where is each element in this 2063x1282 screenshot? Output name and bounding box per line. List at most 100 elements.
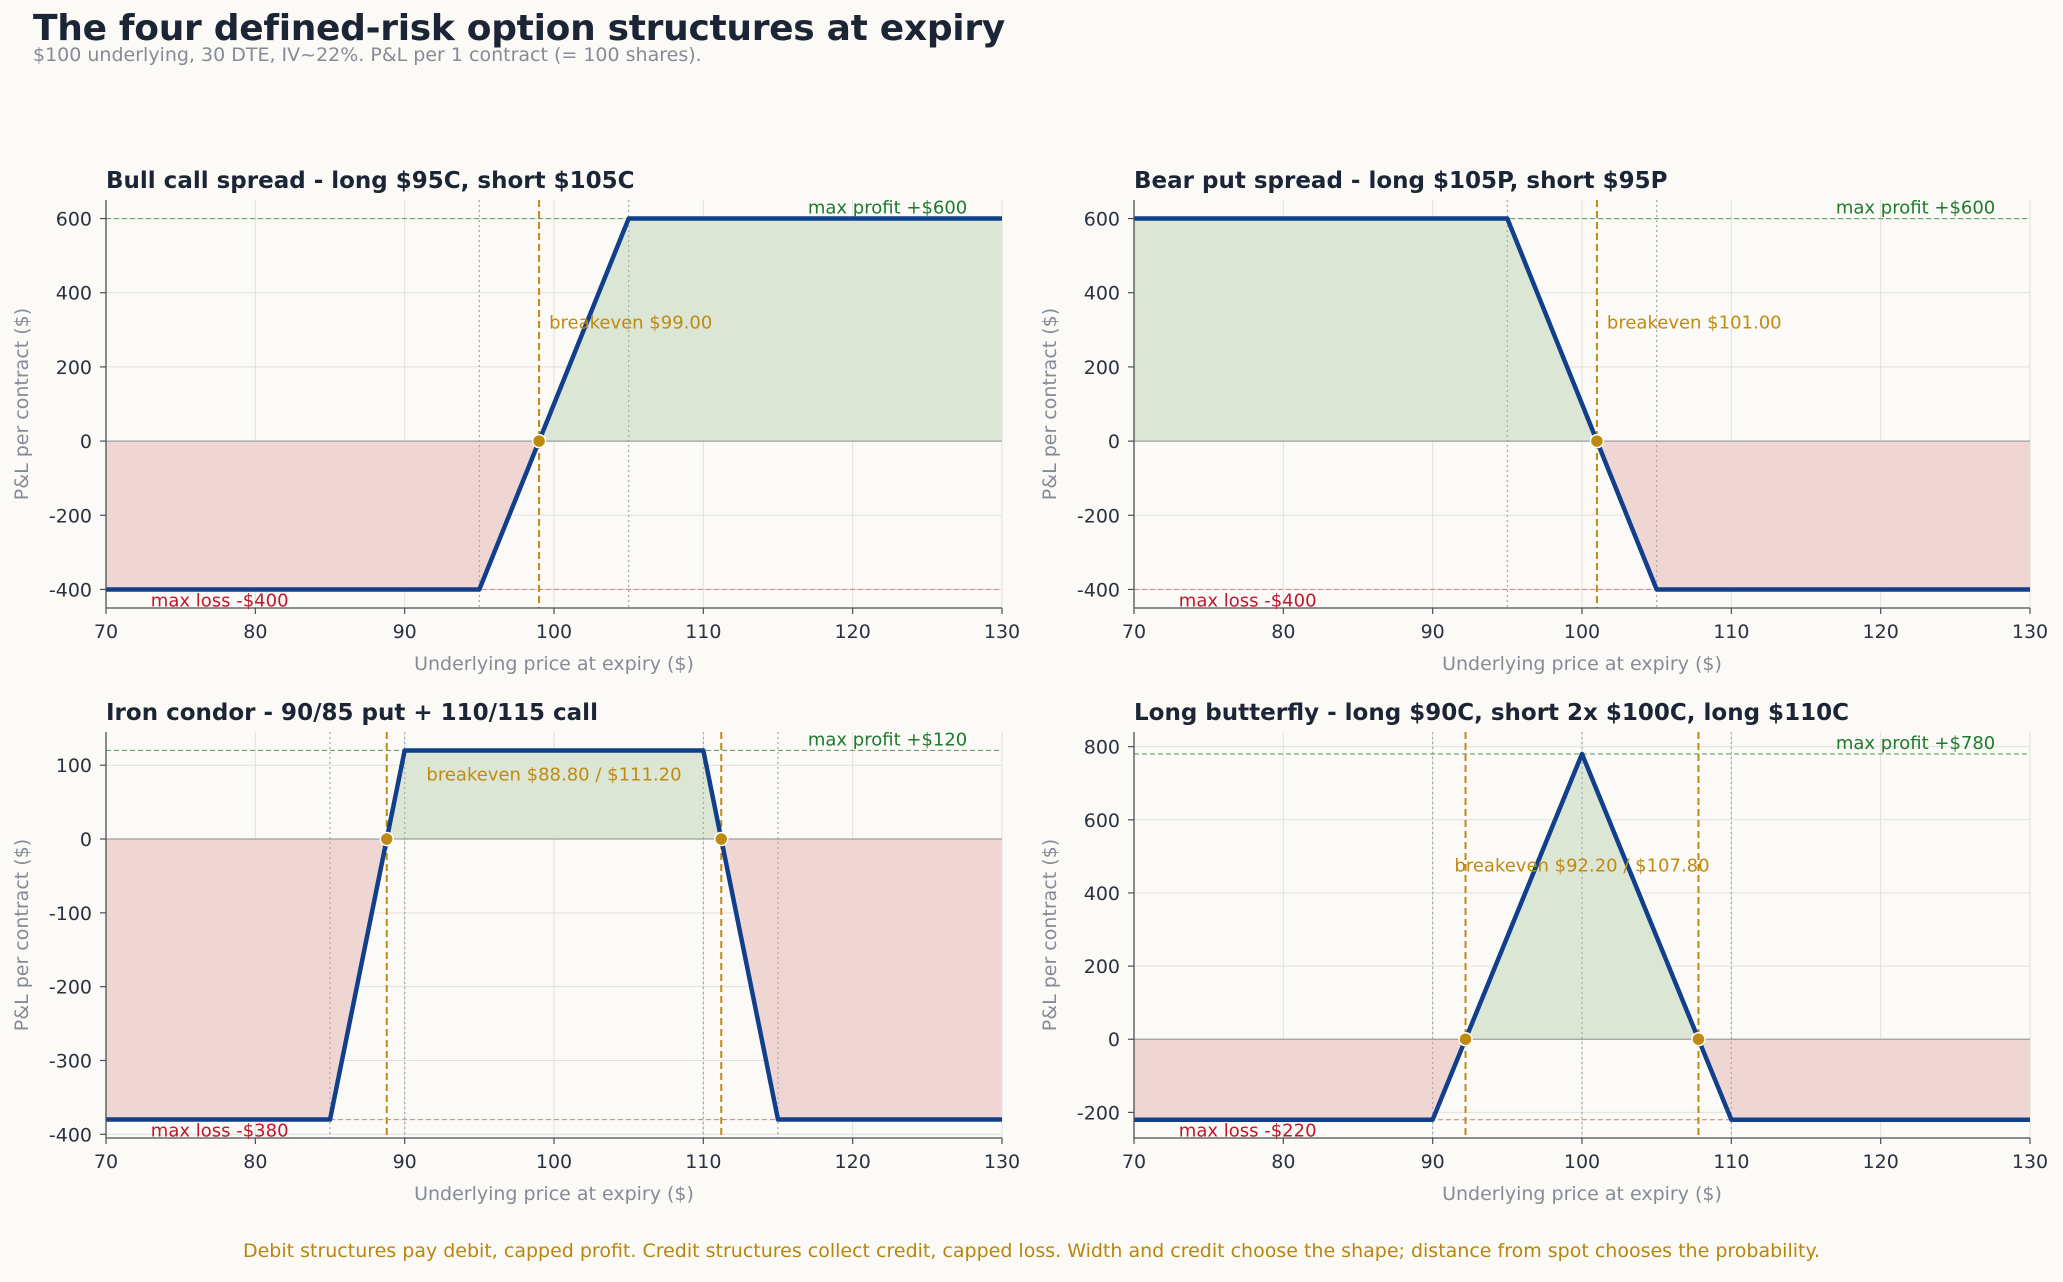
y-tick-label: 0: [1108, 1029, 1120, 1051]
x-tick-label: 70: [94, 1151, 118, 1173]
page-subtitle: $100 underlying, 30 DTE, IV~22%. P&L per…: [33, 44, 702, 66]
x-tick-label: 80: [243, 621, 267, 643]
profit-region: [1465, 753, 1699, 1040]
y-axis-label: P&L per contract ($): [1039, 308, 1061, 500]
profit-region: [1134, 218, 2030, 442]
max-loss-label: max loss -$400: [1179, 590, 1317, 611]
x-axis-label: Underlying price at expiry ($): [1442, 653, 1722, 675]
x-axis-label: Underlying price at expiry ($): [1442, 1183, 1722, 1205]
y-tick-label: 0: [1108, 431, 1120, 453]
y-axis-label: P&L per contract ($): [11, 308, 33, 500]
y-tick-label: 0: [80, 431, 92, 453]
y-axis-label: P&L per contract ($): [1039, 839, 1061, 1031]
max-profit-label: max profit +$600: [808, 198, 967, 219]
y-tick-label: -200: [49, 505, 92, 527]
loss-region: [106, 441, 1002, 590]
loss-region: [1134, 1039, 2030, 1120]
y-tick-label: -400: [1077, 579, 1120, 601]
breakeven-point: [1589, 433, 1605, 449]
loss-region: [106, 839, 1002, 1120]
y-tick-label: 200: [1084, 956, 1120, 978]
page-title: The four defined-risk option structures …: [33, 8, 1005, 49]
y-tick-label: 800: [1084, 737, 1120, 759]
payoff-line: [106, 748, 1002, 1122]
x-tick-label: 110: [1713, 621, 1749, 643]
y-axis-label: P&L per contract ($): [11, 839, 33, 1031]
x-tick-label: 110: [1713, 1151, 1749, 1173]
footer-note: Debit structures pay debit, capped profi…: [242, 1240, 1821, 1262]
y-tick-label: 600: [1084, 209, 1120, 231]
x-axis-label: Underlying price at expiry ($): [414, 1183, 694, 1205]
chart-title: Iron condor - 90/85 put + 110/115 call: [106, 700, 598, 726]
x-tick-label: 110: [685, 621, 721, 643]
y-tick-label: -400: [49, 579, 92, 601]
y-tick-label: -100: [49, 903, 92, 925]
y-tick-label: -200: [1077, 1102, 1120, 1124]
x-tick-label: 80: [1271, 1151, 1295, 1173]
x-axis-label: Underlying price at expiry ($): [414, 653, 694, 675]
breakeven-point: [531, 433, 547, 449]
y-tick-label: 600: [1084, 810, 1120, 832]
breakeven-label: breakeven $99.00: [549, 313, 712, 334]
x-tick-label: 100: [1564, 1151, 1600, 1173]
x-tick-label: 90: [1421, 621, 1445, 643]
max-loss-label: max loss -$220: [1179, 1121, 1317, 1142]
x-tick-label: 110: [685, 1151, 721, 1173]
x-tick-label: 90: [393, 621, 417, 643]
x-tick-label: 100: [536, 1151, 572, 1173]
chart-panel-1: Bull call spread - long $95C, short $105…: [11, 168, 1020, 675]
x-tick-label: 120: [835, 621, 871, 643]
x-tick-label: 70: [1122, 1151, 1146, 1173]
payoff-line: [106, 216, 1002, 592]
chart-panel-2: Bear put spread - long $105P, short $95P…: [1039, 168, 2048, 675]
profit-region: [386, 750, 722, 840]
x-tick-label: 90: [393, 1151, 417, 1173]
x-tick-label: 120: [1863, 1151, 1899, 1173]
x-tick-label: 120: [835, 1151, 871, 1173]
chart-panel-4: Long butterfly - long $90C, short 2x $10…: [1039, 700, 2048, 1205]
max-loss-label: max loss -$380: [151, 1121, 289, 1142]
x-tick-label: 80: [1271, 621, 1295, 643]
breakeven-point: [379, 831, 394, 847]
x-tick-label: 120: [1863, 621, 1899, 643]
y-tick-label: 400: [1084, 283, 1120, 305]
max-profit-label: max profit +$780: [1836, 733, 1995, 754]
x-tick-label: 130: [2012, 1151, 2048, 1173]
y-tick-label: 200: [56, 357, 92, 379]
chart-title: Bear put spread - long $105P, short $95P: [1134, 168, 1667, 194]
payoff-line: [1134, 751, 2030, 1122]
y-tick-label: 400: [56, 283, 92, 305]
breakeven-point: [1691, 1031, 1706, 1047]
loss-region: [1134, 441, 2030, 590]
chart-panel-3: Iron condor - 90/85 put + 110/115 call 70…: [11, 700, 1020, 1205]
x-tick-label: 90: [1421, 1151, 1445, 1173]
x-tick-label: 130: [984, 1151, 1020, 1173]
chart-title: Bull call spread - long $95C, short $105…: [106, 168, 635, 194]
x-tick-label: 80: [243, 1151, 267, 1173]
y-tick-label: 200: [1084, 357, 1120, 379]
breakeven-label: breakeven $101.00: [1607, 313, 1782, 334]
breakeven-point: [714, 831, 729, 847]
breakeven-label: breakeven $88.80 / $111.20: [426, 764, 681, 785]
max-profit-label: max profit +$120: [808, 729, 967, 750]
y-tick-label: -200: [1077, 505, 1120, 527]
x-tick-label: 130: [2012, 621, 2048, 643]
y-tick-label: 0: [80, 829, 92, 851]
x-tick-label: 70: [94, 621, 118, 643]
y-tick-label: 600: [56, 209, 92, 231]
y-tick-label: 400: [1084, 883, 1120, 905]
x-tick-label: 70: [1122, 621, 1146, 643]
x-tick-label: 130: [984, 621, 1020, 643]
max-profit-label: max profit +$600: [1836, 198, 1995, 219]
x-tick-label: 100: [536, 621, 572, 643]
y-tick-label: 100: [56, 755, 92, 777]
payoff-line: [1134, 216, 2030, 592]
chart-title: Long butterfly - long $90C, short 2x $10…: [1134, 700, 1849, 726]
y-tick-label: -300: [49, 1050, 92, 1072]
breakeven-point: [1458, 1031, 1473, 1047]
y-tick-label: -400: [49, 1124, 92, 1146]
x-tick-label: 100: [1564, 621, 1600, 643]
y-tick-label: -200: [49, 977, 92, 999]
profit-region: [106, 218, 1002, 442]
